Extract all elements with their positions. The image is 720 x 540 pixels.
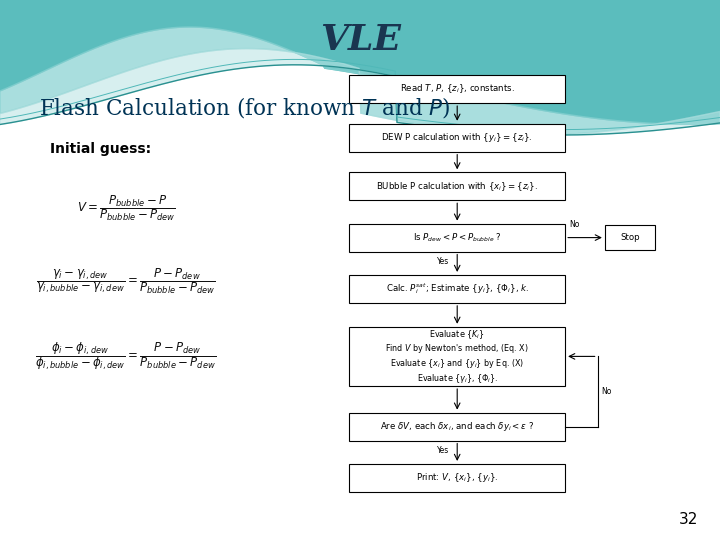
Bar <box>349 124 565 152</box>
Text: Are $\delta V$, each $\delta x_i$, and each $\delta y_i < \varepsilon$ ?: Are $\delta V$, each $\delta x_i$, and e… <box>380 420 534 433</box>
Bar <box>349 275 565 303</box>
Text: VLE: VLE <box>320 24 400 57</box>
Bar <box>349 224 565 252</box>
Text: Calc. $P_i^{sat}$; Estimate $\{y_i\}$, $\{\Phi_i\}$, $k$.: Calc. $P_i^{sat}$; Estimate $\{y_i\}$, $… <box>386 281 528 296</box>
Polygon shape <box>0 27 720 135</box>
Text: $\dfrac{\phi_i - \phi_{i,dew}}{\phi_{i,bubble} - \phi_{i,dew}} = \dfrac{P - P_{d: $\dfrac{\phi_i - \phi_{i,dew}}{\phi_{i,b… <box>35 340 217 373</box>
Text: $\dfrac{\gamma_i - \gamma_{i,dew}}{\gamma_{i,bubble} - \gamma_{i,dew}} = \dfrac{: $\dfrac{\gamma_i - \gamma_{i,dew}}{\gamm… <box>36 266 216 296</box>
Text: Stop: Stop <box>620 233 640 242</box>
Text: Yes: Yes <box>436 446 449 455</box>
Polygon shape <box>0 0 720 124</box>
Text: 32: 32 <box>679 511 698 526</box>
Text: Evaluate $\{K_i\}$
Find $V$ by Newton's method, (Eq. X)
Evaluate $\{x_i\}$ and $: Evaluate $\{K_i\}$ Find $V$ by Newton's … <box>385 328 529 385</box>
Text: No: No <box>601 387 611 396</box>
Text: Flash Calculation (for known $T$ and $P$): Flash Calculation (for known $T$ and $P$… <box>39 96 451 120</box>
Bar <box>349 413 565 441</box>
Text: Yes: Yes <box>436 257 449 266</box>
Text: $V = \dfrac{P_{bubble} - P}{P_{bubble} - P_{dew}}$: $V = \dfrac{P_{bubble} - P}{P_{bubble} -… <box>76 193 176 223</box>
Polygon shape <box>0 49 720 135</box>
Text: Is $P_{dew} < P < P_{bubble}$ ?: Is $P_{dew} < P < P_{bubble}$ ? <box>413 231 502 244</box>
Text: DEW P calculation with $\{y_i\} = \{z_i\}$.: DEW P calculation with $\{y_i\} = \{z_i\… <box>382 131 533 144</box>
Bar <box>605 225 655 249</box>
Bar <box>349 172 565 200</box>
Bar <box>349 464 565 492</box>
Bar <box>349 327 565 386</box>
Bar <box>349 75 565 103</box>
Text: BUbble P calculation with $\{x_i\} = \{z_i\}$.: BUbble P calculation with $\{x_i\} = \{z… <box>377 180 538 193</box>
Text: Read $T$, $P$, $\{z_i\}$, constants.: Read $T$, $P$, $\{z_i\}$, constants. <box>400 83 515 96</box>
Text: Initial guess:: Initial guess: <box>50 141 151 156</box>
Text: No: No <box>569 220 579 230</box>
Text: Print: $V$, $\{x_i\}$, $\{y_i\}$.: Print: $V$, $\{x_i\}$, $\{y_i\}$. <box>416 471 498 484</box>
